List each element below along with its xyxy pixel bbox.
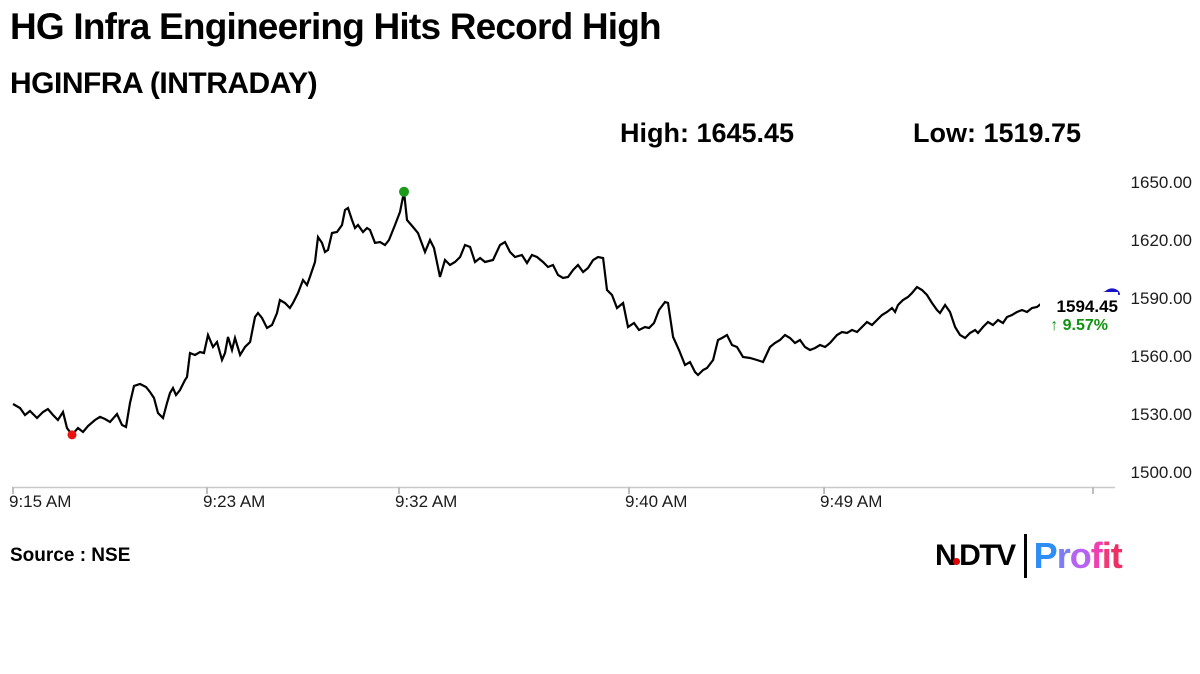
- last-price-label: 1594.45: [1040, 292, 1118, 317]
- x-tick-label: 9:49 AM: [820, 492, 883, 511]
- logo-separator: [1023, 534, 1027, 578]
- logo-profit-letter: o: [1069, 535, 1092, 576]
- logo-profit-letter: t: [1110, 535, 1123, 576]
- y-tick-label: 1500.00: [1130, 463, 1192, 482]
- logo-profit-letter: r: [1056, 535, 1071, 576]
- y-tick-label: 1560.00: [1130, 347, 1192, 366]
- logo-profit-letter: P: [1033, 535, 1058, 576]
- y-tick-label: 1650.00: [1130, 173, 1192, 192]
- page-title: HG Infra Engineering Hits Record High: [10, 6, 662, 47]
- ndtv-letter-n: N: [935, 539, 957, 572]
- high-point-marker: [399, 186, 410, 197]
- logo-profit-letter: f: [1090, 535, 1103, 576]
- x-tick-label: 9:40 AM: [624, 492, 688, 511]
- high-value-label: High: 1645.45: [620, 118, 795, 148]
- y-tick-label: 1590.00: [1130, 289, 1192, 308]
- chart-subtitle: HGINFRA (INTRADAY): [10, 67, 318, 100]
- ndtv-letters-dtv: DTV: [959, 539, 1016, 572]
- ndtv-wordmark: N DTV: [935, 539, 1016, 573]
- x-tick-label: 9:23 AM: [202, 492, 266, 511]
- x-tick-label: 9:15 AM: [9, 492, 72, 511]
- y-tick-label: 1530.00: [1130, 405, 1192, 424]
- source-attribution: Source : NSE: [10, 545, 131, 566]
- y-tick-label: 1620.00: [1130, 231, 1192, 250]
- price-line: [12, 191, 1113, 437]
- ndtv-red-dot-icon: [953, 557, 961, 565]
- change-percent-label: ↑ 9.57%: [1050, 317, 1108, 334]
- logo-profit-letter: i: [1101, 535, 1112, 576]
- x-tick-label: 9:32 AM: [394, 492, 458, 511]
- low-value-label: Low: 1519.75: [913, 118, 1082, 148]
- low-point-marker: [67, 430, 77, 440]
